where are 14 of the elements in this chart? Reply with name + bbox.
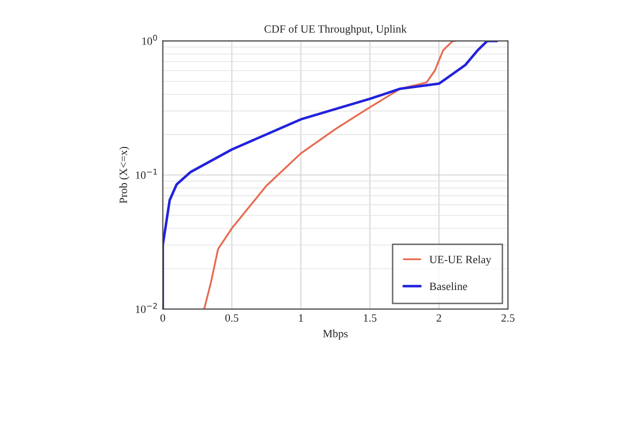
y-tick-label: 10$^{0}$ bbox=[142, 34, 158, 45]
chart-title: CDF of UE Throughput, Uplink bbox=[264, 24, 407, 36]
legend-label: Baseline bbox=[430, 282, 468, 290]
x-tick-label: 2 bbox=[436, 314, 442, 322]
x-tick-label: 1.5 bbox=[364, 314, 376, 322]
x-tick-label: 2.5 bbox=[502, 314, 514, 322]
x-tick-label: 0 bbox=[160, 314, 166, 322]
y-tick-label: 10$^{−2}$ bbox=[136, 302, 157, 313]
x-tick-label: 0.5 bbox=[225, 314, 238, 322]
x-tick-label: 1 bbox=[299, 314, 303, 322]
legend-label: UE-UE Relay bbox=[430, 255, 492, 266]
x-axis-title: Mbps bbox=[323, 330, 348, 340]
y-tick-label: 10$^{−1}$ bbox=[136, 168, 157, 179]
y-axis-title: Prob (X<=x) bbox=[119, 146, 130, 204]
